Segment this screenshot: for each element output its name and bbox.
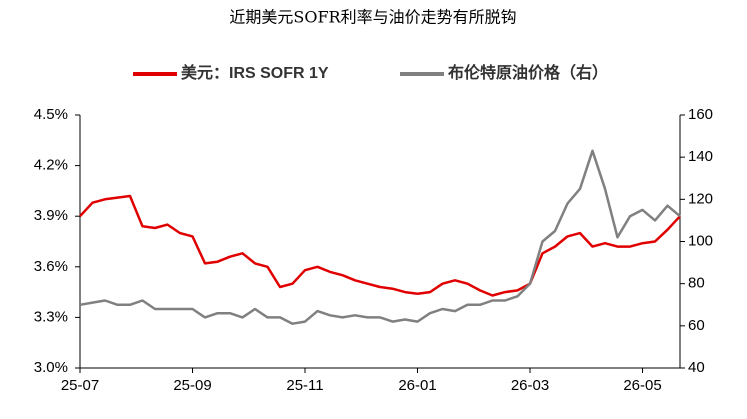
y-tick-label: 3.6%	[34, 258, 68, 275]
legend-label: 美元：IRS SOFR 1Y	[181, 63, 329, 82]
y-tick-label: 3.0%	[34, 359, 68, 376]
y-tick-label: 3.9%	[34, 207, 68, 224]
legend-label: 布伦特原油价格（右）	[448, 63, 608, 82]
y2-tick-label: 100	[688, 232, 713, 249]
x-tick-label: 26-05	[623, 377, 661, 394]
y-tick-label: 4.2%	[34, 157, 68, 174]
y-tick-label: 4.5%	[34, 106, 68, 123]
chart-title: 近期美元SOFR利率与油价走势有所脱钩	[229, 8, 516, 27]
y-tick-label: 3.3%	[34, 308, 68, 325]
x-tick-label: 25-07	[61, 377, 99, 394]
y2-tick-label: 140	[688, 148, 713, 165]
x-tick-label: 25-09	[173, 377, 211, 394]
x-tick-label: 26-01	[398, 377, 436, 394]
series-line	[79, 194, 681, 297]
series-line	[79, 149, 681, 325]
y2-tick-label: 60	[688, 317, 705, 334]
y2-tick-label: 80	[688, 275, 705, 292]
x-tick-label: 25-11	[286, 377, 323, 394]
x-tick-label: 26-03	[511, 377, 549, 394]
y2-tick-label: 160	[688, 106, 713, 123]
y2-tick-label: 40	[688, 359, 705, 376]
y2-tick-label: 120	[688, 190, 713, 207]
